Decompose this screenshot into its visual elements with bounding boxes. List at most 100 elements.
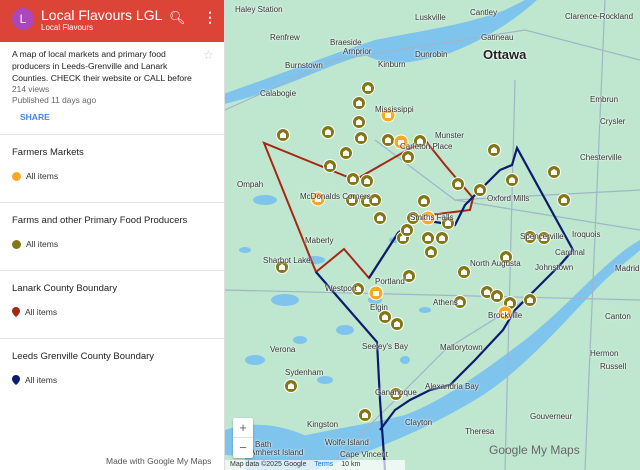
- barn-icon: [457, 299, 463, 305]
- barn-icon: [410, 215, 416, 221]
- barn-icon: [405, 154, 411, 160]
- place-label: North Augusta: [470, 259, 521, 268]
- barn-icon: [421, 198, 427, 204]
- layer-title[interactable]: Lanark County Boundary: [12, 283, 118, 294]
- road: [374, 139, 640, 231]
- barn-icon: [358, 135, 364, 141]
- layer-all-items[interactable]: All items: [12, 307, 57, 317]
- place-label: Verona: [270, 345, 296, 354]
- map-title: Local Flavours LGL: [41, 7, 163, 23]
- layer-title[interactable]: Farms and other Primary Food Producers: [12, 215, 188, 226]
- barn-icon: [377, 215, 383, 221]
- place-label: Amherst Island: [250, 448, 304, 457]
- place-label: Brockville: [488, 311, 523, 320]
- barn-icon: [439, 235, 445, 241]
- road: [584, 0, 606, 470]
- place-label: Bath: [255, 440, 272, 449]
- scale-label[interactable]: 10 km: [341, 461, 361, 468]
- map-description: A map of local markets and primary food …: [12, 49, 192, 83]
- barn-icon: [356, 100, 362, 106]
- zoom-in-button[interactable]: +: [233, 418, 253, 438]
- place-label: Gananoque: [375, 388, 417, 397]
- layer-title[interactable]: Farmers Markets: [12, 147, 84, 158]
- place-label: Westport: [325, 284, 357, 293]
- place-label: Kinburn: [378, 60, 406, 69]
- layer-all-items[interactable]: All items: [12, 239, 58, 249]
- leeds-grenville-boundary-west: [315, 271, 387, 470]
- lake: [271, 294, 299, 306]
- barn-icon: [507, 300, 513, 306]
- map-pin-icon: [12, 375, 20, 385]
- barn-icon: [350, 176, 356, 182]
- map-pin-icon: [12, 307, 20, 317]
- barn-icon: [509, 177, 515, 183]
- barn-icon: [365, 85, 371, 91]
- place-label: Clarence-Rockland: [565, 12, 634, 21]
- barn-icon: [362, 412, 368, 418]
- barn-icon: [406, 273, 412, 279]
- layer-item-label: All items: [26, 171, 59, 181]
- basket-icon: [373, 291, 379, 296]
- barn-icon: [484, 289, 490, 295]
- layer-title[interactable]: Leeds Grenville County Boundary: [12, 351, 155, 362]
- barn-icon: [428, 249, 434, 255]
- place-label: Mississippi: [375, 105, 414, 114]
- avatar[interactable]: L: [12, 8, 34, 30]
- place-label: Hermon: [590, 349, 619, 358]
- place-label: Portland: [375, 277, 405, 286]
- barn-icon: [461, 269, 467, 275]
- place-label: Mallorytown: [440, 343, 483, 352]
- barn-icon: [327, 163, 333, 169]
- place-label: Cardinal: [555, 248, 585, 257]
- search-icon[interactable]: 🔍︎: [169, 10, 186, 25]
- place-label: McDonalds Corners: [300, 192, 371, 201]
- terms-link[interactable]: Terms: [314, 461, 334, 468]
- basket-icon: [502, 311, 508, 316]
- place-label: Braeside: [330, 38, 362, 47]
- road: [225, 29, 640, 111]
- barn-icon: [385, 137, 391, 143]
- place-label: Wolfe Island: [325, 438, 369, 447]
- road: [454, 189, 640, 201]
- map-layer: [225, 0, 640, 470]
- place-label: Munster: [435, 131, 464, 140]
- barn-icon: [527, 234, 533, 240]
- place-label: Alexandria Bay: [425, 382, 479, 391]
- barn-icon: [393, 391, 399, 397]
- place-label: Renfrew: [270, 33, 300, 42]
- map-owner[interactable]: Local Flavours: [41, 23, 94, 32]
- map-canvas[interactable]: Haley Station Luskville Gatineau Ottawa Renf…: [225, 0, 640, 470]
- star-icon[interactable]: ☆: [203, 48, 214, 62]
- place-label: Johnstown: [535, 263, 574, 272]
- barn-icon: [349, 197, 355, 203]
- place-label: Madrid: [615, 264, 640, 273]
- place-label: Spencerville: [520, 232, 564, 241]
- lake: [419, 307, 431, 313]
- barn-icon: [425, 235, 431, 241]
- place-label: Embrun: [590, 95, 619, 104]
- attribution-bar: Map data ©2025 Google Terms 10 km: [225, 460, 405, 470]
- lake: [239, 247, 251, 253]
- barn-icon: [356, 119, 362, 125]
- place-label: Chesterville: [580, 153, 622, 162]
- lake: [245, 355, 265, 365]
- place-label: Athens: [433, 298, 458, 307]
- zoom-out-button[interactable]: −: [239, 440, 247, 455]
- place-label: Theresa: [465, 427, 495, 436]
- layer-all-items[interactable]: All items: [12, 375, 57, 385]
- layer-all-items[interactable]: All items: [12, 171, 58, 181]
- barn-icon: [445, 220, 451, 226]
- barn-icon: [372, 197, 378, 203]
- place-label: Crysler: [600, 117, 626, 126]
- basket-icon: [385, 113, 391, 118]
- place-label: Haley Station: [235, 5, 283, 14]
- share-button[interactable]: SHARE: [20, 112, 50, 122]
- barn-icon: [417, 138, 423, 144]
- barn-icon: [280, 132, 286, 138]
- more-vert-icon[interactable]: ⋮: [203, 9, 217, 25]
- basket-icon: [398, 140, 404, 145]
- place-label: Iroquois: [572, 230, 601, 239]
- place-label: Kingston: [307, 420, 339, 429]
- made-with-label: Made with Google My Maps: [106, 456, 212, 466]
- place-label: Arnprior: [343, 47, 372, 56]
